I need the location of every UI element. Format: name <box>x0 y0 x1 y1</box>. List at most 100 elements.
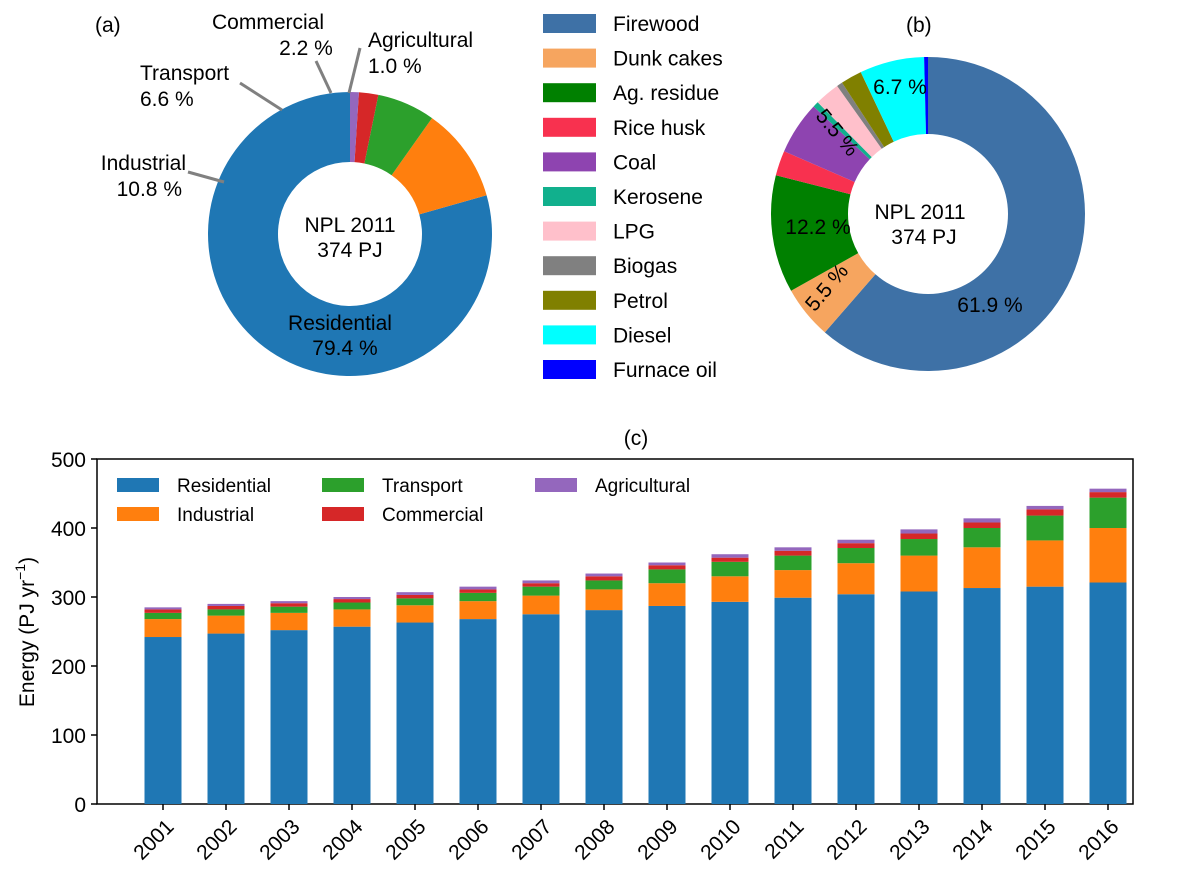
legend-label-transport: Transport <box>382 476 463 497</box>
bar-agricultural-2009 <box>648 562 686 566</box>
y-tick-label: 100 <box>51 725 86 748</box>
x-tick-label: 2012 <box>822 815 871 864</box>
pie-slice-residential <box>208 92 492 376</box>
pie-a-label-residential-value: 79.4 % <box>312 337 377 360</box>
pie-b-label-ag-residue: 12.2 % <box>785 216 850 239</box>
pie-b-label-firewood: 61.9 % <box>957 294 1022 317</box>
pie-a-label-agricultural-value: 1.0 % <box>368 55 422 78</box>
x-tick-label: 2009 <box>633 815 682 864</box>
pie-chart-sectors <box>770 57 1086 372</box>
pie-a-center-line1: NPL 2011 <box>304 214 395 237</box>
legend-label-ag-residue: Ag. residue <box>613 82 719 105</box>
bar-transport-2012 <box>837 548 875 564</box>
pie-a-label-agricultural-name: Agricultural <box>368 29 473 52</box>
bar-transport-2007 <box>522 586 560 596</box>
bar-transport-2001 <box>144 612 182 620</box>
x-tick-label: 2007 <box>507 815 556 864</box>
y-axis-label-end: ) <box>16 557 39 564</box>
bar-industrial-2009 <box>648 583 686 606</box>
bar-transport-2002 <box>207 609 245 616</box>
leader-line-agricultural <box>347 47 362 94</box>
bar-commercial-2010 <box>711 557 749 562</box>
bar-commercial-2001 <box>144 609 182 613</box>
legend-swatch-diesel <box>543 325 596 345</box>
bar-residential-2009 <box>648 605 686 804</box>
x-tick-label: 2014 <box>948 815 998 865</box>
legend-swatch-dunk-cakes <box>543 48 596 68</box>
bar-commercial-2005 <box>396 594 434 599</box>
bar-commercial-2002 <box>207 605 245 610</box>
bar-agricultural-2012 <box>837 539 875 544</box>
bar-agricultural-2015 <box>1026 505 1064 510</box>
legend-swatch-coal <box>543 152 596 172</box>
x-tick-label: 2005 <box>381 815 430 864</box>
x-tick-label: 2013 <box>885 815 934 864</box>
bar-agricultural-2011 <box>774 547 812 551</box>
pie-slice-lpg <box>817 85 882 158</box>
legend-label-residential: Residential <box>177 476 271 497</box>
bar-residential-2006 <box>459 619 497 804</box>
bar-commercial-2011 <box>774 550 812 556</box>
bar-commercial-2007 <box>522 583 560 587</box>
bar-commercial-2016 <box>1089 492 1127 498</box>
bar-transport-2014 <box>963 528 1001 548</box>
x-tick-label: 2010 <box>696 815 745 864</box>
bar-commercial-2014 <box>963 522 1001 528</box>
legend-swatch-commercial <box>322 507 364 521</box>
pie-slice-rice-husk <box>775 151 855 195</box>
pie-slice-firewood <box>824 57 1086 372</box>
legend-swatch-residential <box>117 478 159 492</box>
bar-transport-2008 <box>585 580 623 590</box>
bar-industrial-2004 <box>333 609 371 627</box>
bar-industrial-2002 <box>207 615 245 634</box>
bar-agricultural-2005 <box>396 592 434 595</box>
pie-slice-commercial <box>354 92 379 164</box>
pie-a-center-line2: 374 PJ <box>317 239 382 262</box>
bar-agricultural-2016 <box>1089 488 1127 493</box>
y-axis-label-text: Energy (PJ yr <box>16 580 39 707</box>
legend-swatch-kerosene <box>543 187 596 206</box>
bar-industrial-2007 <box>522 595 560 615</box>
leader-line-transport <box>239 81 283 112</box>
x-tick-label: 2011 <box>760 815 808 863</box>
legend-swatch-biogas <box>543 256 596 276</box>
legend-label-petrol: Petrol <box>613 290 668 313</box>
bar-agricultural-2008 <box>585 573 623 577</box>
bar-industrial-2001 <box>144 619 182 638</box>
x-tick-label: 2008 <box>570 815 619 864</box>
pie-a-label-transport-name: Transport <box>140 62 229 85</box>
bar-industrial-2006 <box>459 601 497 620</box>
bar-transport-2016 <box>1089 497 1127 528</box>
bar-industrial-2015 <box>1026 540 1064 587</box>
legend-swatch-ag-residue <box>543 83 596 103</box>
bar-residential-2002 <box>207 633 245 804</box>
y-tick-label: 400 <box>51 518 86 541</box>
bar-industrial-2005 <box>396 605 434 623</box>
pie-b-center-line1: NPL 2011 <box>874 201 965 224</box>
panel-c-label: (c) <box>624 427 649 450</box>
bar-residential-2010 <box>711 601 749 804</box>
pie-slice-dunk-cakes <box>791 253 876 333</box>
y-axis-label-exponent: −1 <box>12 564 28 580</box>
x-tick-label: 2015 <box>1011 815 1060 864</box>
legend-label-coal: Coal <box>613 151 656 174</box>
bar-agricultural-2010 <box>711 554 749 558</box>
bar-industrial-2008 <box>585 589 623 611</box>
bar-industrial-2010 <box>711 576 749 602</box>
pie-slice-agricultural <box>350 92 359 163</box>
fuel-legend: Firewood Dunk cakes Ag. residue Rice husk Co… <box>543 13 723 382</box>
bar-transport-2015 <box>1026 515 1064 541</box>
bar-agricultural-2001 <box>144 607 182 610</box>
pie-a-label-commercial-name: Commercial <box>212 11 324 34</box>
bar-transport-2005 <box>396 598 434 606</box>
pie-slice-petrol <box>841 72 894 148</box>
y-axis-label: Energy (PJ yr−1) <box>12 557 39 707</box>
y-tick-label: 300 <box>51 587 86 610</box>
pie-slice-transport <box>364 94 433 176</box>
legend-swatch-lpg <box>543 221 596 241</box>
bar-industrial-2011 <box>774 570 812 598</box>
bar-transport-2004 <box>333 602 371 610</box>
bar-transport-2013 <box>900 539 938 556</box>
legend-label-industrial: Industrial <box>177 505 254 526</box>
